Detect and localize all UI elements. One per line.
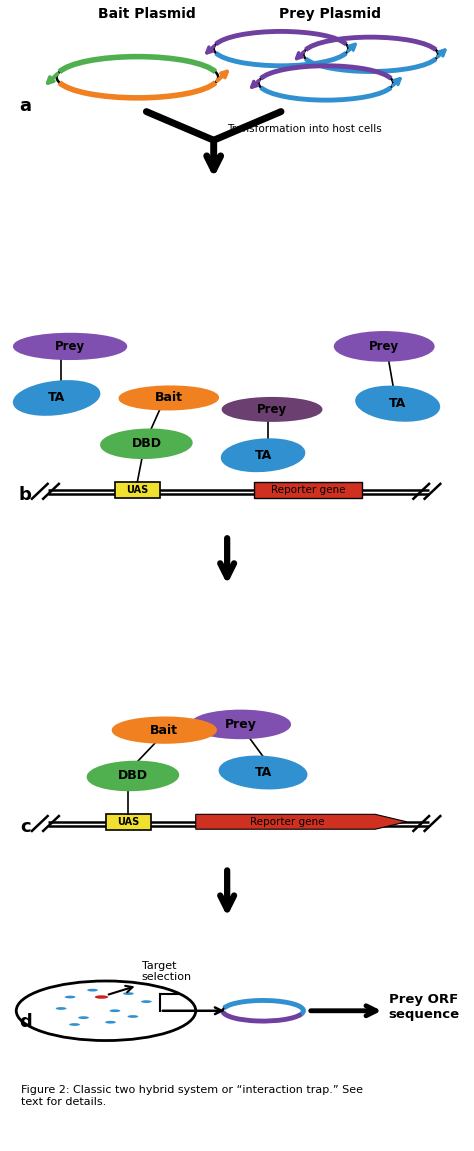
FancyArrow shape bbox=[196, 814, 407, 829]
Circle shape bbox=[69, 1023, 80, 1026]
Text: Reporter gene: Reporter gene bbox=[250, 817, 325, 826]
Ellipse shape bbox=[119, 387, 218, 410]
Ellipse shape bbox=[101, 429, 191, 458]
Text: c: c bbox=[20, 818, 30, 837]
Text: Bait: Bait bbox=[150, 724, 178, 737]
Text: Target
selection: Target selection bbox=[142, 961, 192, 982]
Text: Prey ORF
sequence: Prey ORF sequence bbox=[389, 993, 460, 1021]
Circle shape bbox=[109, 1009, 120, 1012]
Text: b: b bbox=[19, 487, 32, 504]
Text: UAS: UAS bbox=[117, 817, 139, 826]
Text: Prey: Prey bbox=[369, 340, 399, 353]
Circle shape bbox=[95, 996, 108, 999]
Ellipse shape bbox=[191, 710, 290, 738]
Circle shape bbox=[123, 992, 134, 994]
Text: TA: TA bbox=[48, 391, 65, 404]
Text: TA: TA bbox=[389, 397, 406, 410]
FancyBboxPatch shape bbox=[254, 481, 362, 497]
Text: d: d bbox=[19, 1013, 32, 1031]
Ellipse shape bbox=[113, 717, 216, 742]
Ellipse shape bbox=[222, 440, 304, 471]
Text: TA: TA bbox=[255, 449, 272, 462]
Ellipse shape bbox=[14, 381, 100, 414]
Text: Bait Plasmid: Bait Plasmid bbox=[98, 7, 195, 21]
Text: Prey: Prey bbox=[55, 340, 85, 353]
Text: Prey: Prey bbox=[225, 718, 256, 731]
Text: Prey Plasmid: Prey Plasmid bbox=[279, 7, 382, 21]
Ellipse shape bbox=[14, 334, 126, 359]
Circle shape bbox=[65, 996, 75, 998]
Circle shape bbox=[87, 989, 98, 991]
Circle shape bbox=[78, 1016, 89, 1019]
Ellipse shape bbox=[219, 756, 306, 788]
FancyBboxPatch shape bbox=[115, 481, 160, 497]
Circle shape bbox=[105, 1021, 116, 1023]
Text: Transformation into host cells: Transformation into host cells bbox=[227, 124, 382, 134]
Text: UAS: UAS bbox=[126, 485, 148, 495]
Text: DBD: DBD bbox=[131, 437, 161, 450]
Text: TA: TA bbox=[255, 767, 272, 779]
Ellipse shape bbox=[335, 333, 434, 360]
Ellipse shape bbox=[88, 762, 178, 791]
Text: DBD: DBD bbox=[118, 770, 148, 783]
Ellipse shape bbox=[223, 398, 321, 421]
Text: Figure 2: Classic two hybrid system or “interaction trap.” See
text for details.: Figure 2: Classic two hybrid system or “… bbox=[21, 1085, 363, 1107]
Text: Reporter gene: Reporter gene bbox=[271, 485, 345, 495]
Text: Bait: Bait bbox=[155, 391, 183, 404]
Circle shape bbox=[56, 1007, 66, 1009]
Circle shape bbox=[128, 1015, 138, 1017]
Text: Prey: Prey bbox=[257, 403, 287, 416]
Text: a: a bbox=[19, 97, 31, 115]
Circle shape bbox=[141, 1000, 152, 1003]
Ellipse shape bbox=[356, 387, 439, 421]
FancyBboxPatch shape bbox=[106, 814, 151, 830]
